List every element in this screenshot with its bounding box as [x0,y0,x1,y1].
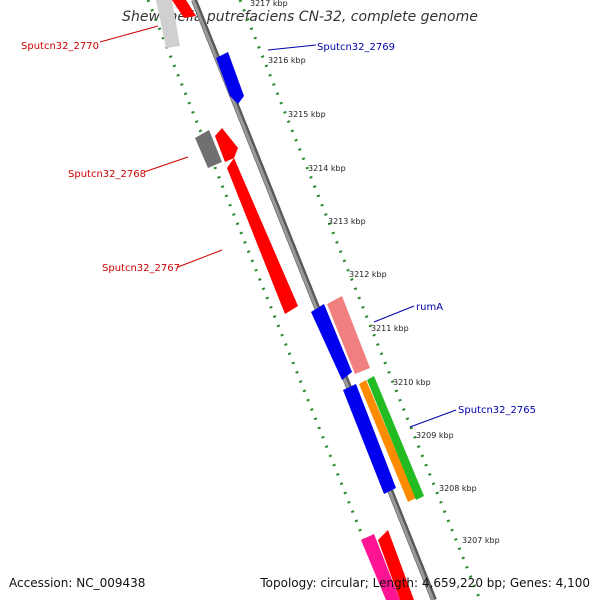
tick-group: 3217 kbp 3216 kbp 3215 kbp 3214 kbp 3213… [250,0,500,545]
pointer-sputcn32-2767 [177,249,223,268]
tick-label: 3211 kbp [371,324,409,333]
gene-label-ruma[interactable]: rumA [416,302,443,313]
gene-label-sputcn32-2768[interactable]: Sputcn32_2768 [68,169,146,180]
pointer-ruma [373,305,415,323]
pointer-sputcn32-2765 [409,409,457,428]
gene-sputcn32-2767-bar[interactable] [227,158,298,314]
gene-blue-upper-bar[interactable] [311,304,352,380]
tick-label: 3210 kbp [393,378,431,387]
tick-label: 3217 kbp [250,0,288,8]
gene-pink-bar[interactable] [361,534,400,600]
tick-label: 3208 kbp [439,484,477,493]
tick-label: 3215 kbp [288,110,326,119]
tick-label: 3214 kbp [308,164,346,173]
gene-sputcn32-2768-bar[interactable] [215,128,238,162]
gene-bar-inner-2770-grey[interactable] [156,0,180,48]
summary-text: Topology: circular; Length: 4,659,220 bp… [260,576,590,590]
pointer-sputcn32-2768 [143,156,189,173]
tick-label: 3207 kbp [462,536,500,545]
inner-dotted-guide [146,0,390,600]
gene-label-sputcn32-2767[interactable]: Sputcn32_2767 [102,263,180,274]
gene-sputcn32-2768-grey-bar[interactable] [195,130,222,168]
tick-label: 3213 kbp [328,217,366,226]
gene-ruma-bar[interactable] [327,296,370,374]
gene-sputcn32-2770-bar[interactable] [172,0,196,18]
accession-text: Accession: NC_009438 [9,576,146,590]
gene-sputcn32-2765-bar[interactable] [367,376,424,500]
tick-label: 3209 kbp [416,431,454,440]
pointer-sputcn32-2770 [99,25,159,43]
outer-dotted-guide [238,0,482,600]
gene-sputcn32-2769-bar[interactable] [216,52,244,104]
backbone [191,0,435,600]
gene-orange-bar[interactable] [359,380,416,502]
tick-label: 3212 kbp [349,270,387,279]
tick-label: 3216 kbp [268,56,306,65]
gene-blue-lower-bar[interactable] [343,384,396,494]
gene-label-sputcn32-2765[interactable]: Sputcn32_2765 [458,405,536,416]
gene-label-group: Sputcn32_2770 Sputcn32_2769 Sputcn32_276… [21,41,536,416]
gene-label-sputcn32-2769[interactable]: Sputcn32_2769 [317,42,395,53]
gene-red-lower-bar[interactable] [378,530,414,600]
pointer-sputcn32-2769 [267,44,317,51]
genome-title: Shewanella putrefaciens CN-32, complete … [122,9,478,25]
gene-label-sputcn32-2770[interactable]: Sputcn32_2770 [21,41,99,52]
